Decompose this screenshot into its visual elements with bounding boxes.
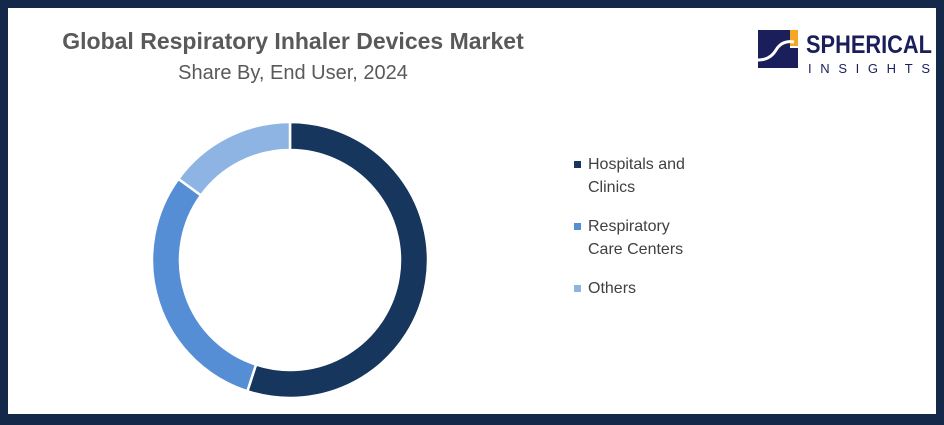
legend-swatch xyxy=(574,161,581,168)
legend-swatch xyxy=(574,223,581,230)
donut-slice-1 xyxy=(150,177,258,393)
legend-label: Hospitals and xyxy=(588,156,685,173)
chart-title: Global Respiratory Inhaler Devices Marke… xyxy=(62,28,524,54)
legend-item: Others xyxy=(568,277,685,300)
donut-slice-0 xyxy=(245,120,430,400)
legend: Hospitals and Clinics Respiratory Care Cent… xyxy=(568,153,685,316)
donut-chart xyxy=(150,120,430,400)
chart-subtitle: Share By, End User, 2024 xyxy=(178,62,408,84)
legend-label: Care Centers xyxy=(588,241,684,258)
spherical-insights-logo: SPHERICAL INSIGHTS xyxy=(758,30,932,76)
legend-label: Respiratory xyxy=(588,218,670,235)
legend-label: Clinics xyxy=(588,179,636,196)
legend-swatch xyxy=(574,285,581,292)
legend-label: Others xyxy=(588,280,637,297)
legend-item: Respiratory Care Centers xyxy=(568,215,685,261)
logo-text-1: SPHERICAL xyxy=(806,31,932,59)
donut-slice-2 xyxy=(176,120,292,198)
legend-item: Hospitals and Clinics xyxy=(568,153,685,199)
chart-card: Global Respiratory Inhaler Devices Marke… xyxy=(8,8,936,414)
